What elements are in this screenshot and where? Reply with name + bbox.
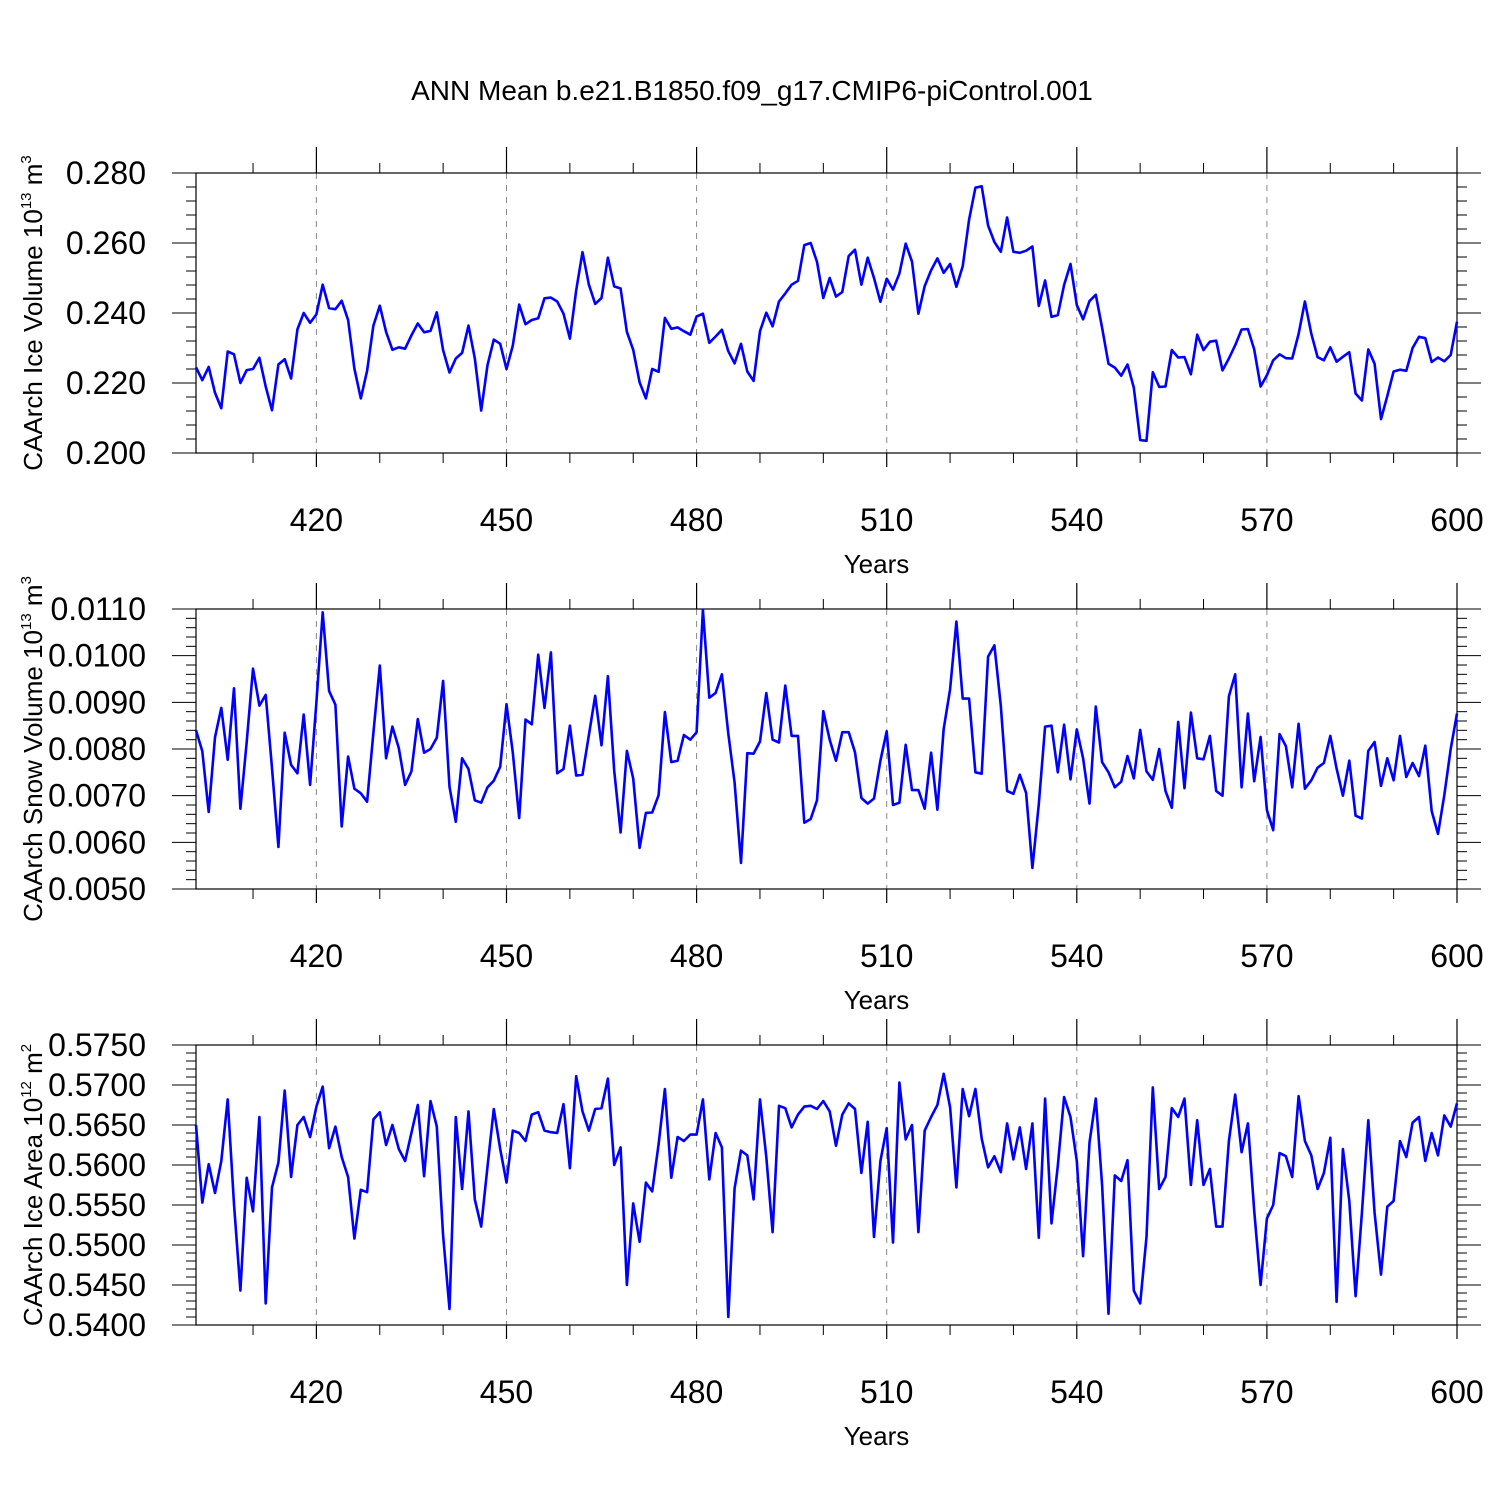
figure-title: ANN Mean b.e21.B1850.f09_g17.CMIP6-piCon… — [411, 75, 1093, 106]
y-tick-label: 0.0070 — [48, 778, 146, 814]
x-tick-label: 600 — [1430, 938, 1483, 974]
y-axis-label-text: CAArch Snow Volume 10 — [18, 630, 48, 922]
y-tick-label: 0.5750 — [48, 1027, 146, 1063]
y-tick-label: 0.0100 — [48, 638, 146, 674]
x-tick-label: 450 — [480, 1374, 533, 1410]
y-tick-label: 0.0080 — [48, 731, 146, 767]
x-tick-label: 570 — [1240, 1374, 1293, 1410]
y-tick-label: 0.5650 — [48, 1107, 146, 1143]
panel-1: 420 450 480 510 540 570 600 0.200 0.220 0.240 0.26… — [18, 147, 1484, 579]
x-tick-label: 540 — [1050, 502, 1103, 538]
x-tick-label: 480 — [670, 502, 723, 538]
y-axis-label-unit-exponent: 3 — [18, 155, 35, 163]
y-axis-label-unit: m — [18, 584, 48, 613]
y-axis-label-unit: m — [18, 164, 48, 193]
x-tick-label: 540 — [1050, 1374, 1103, 1410]
x-axis-label: Years — [844, 985, 910, 1015]
x-tick-label: 480 — [670, 938, 723, 974]
series-line — [194, 1072, 1459, 1319]
y-axis-label: CAArch Snow Volume 1013 m3 — [18, 576, 48, 922]
plot-frame — [195, 172, 1458, 454]
y-axis-label-exponent: 13 — [18, 613, 35, 630]
x-tick-label: 420 — [290, 938, 343, 974]
x-tick-label: 600 — [1430, 1374, 1483, 1410]
y-tick-label: 0.0060 — [48, 824, 146, 860]
y-axis-label-text: CAArch Ice Volume 10 — [18, 209, 48, 471]
y-axis-label-unit: m — [18, 1052, 48, 1081]
y-axis-label-exponent: 12 — [18, 1081, 35, 1098]
y-tick-label: 0.5600 — [48, 1147, 146, 1183]
x-axis-label: Years — [844, 1421, 910, 1451]
y-tick-label: 0.260 — [66, 225, 146, 261]
y-axis-label-unit-exponent: 3 — [18, 576, 35, 584]
x-tick-label: 420 — [290, 502, 343, 538]
plot-frame — [195, 608, 1458, 890]
panels: 420 450 480 510 540 570 600 0.200 0.220 0.240 0.26… — [18, 147, 1484, 1451]
x-tick-label: 480 — [670, 1374, 723, 1410]
x-tick-label: 450 — [480, 938, 533, 974]
y-tick-label: 0.5450 — [48, 1267, 146, 1303]
series-line — [194, 185, 1459, 443]
x-tick-label: 450 — [480, 502, 533, 538]
x-tick-label: 540 — [1050, 938, 1103, 974]
y-tick-label: 0.200 — [66, 435, 146, 471]
y-tick-label: 0.280 — [66, 155, 146, 191]
y-tick-label: 0.5550 — [48, 1187, 146, 1223]
panel-3: 420 450 480 510 540 570 600 0.5400 0.5450 0.5500 0… — [18, 1019, 1484, 1451]
y-tick-label: 0.5400 — [48, 1307, 146, 1343]
y-tick-label: 0.0110 — [51, 591, 147, 627]
panel-2: 420 450 480 510 540 570 600 0.0050 0.0060 0.0070 0… — [18, 576, 1484, 1015]
y-axis-label-exponent: 13 — [18, 192, 35, 209]
x-tick-label: 510 — [860, 502, 913, 538]
x-tick-label: 600 — [1430, 502, 1483, 538]
x-tick-label: 420 — [290, 1374, 343, 1410]
x-tick-label: 510 — [860, 1374, 913, 1410]
y-axis-label-unit-exponent: 2 — [18, 1044, 35, 1052]
x-tick-label: 570 — [1240, 502, 1293, 538]
y-tick-label: 0.220 — [66, 365, 146, 401]
series-line — [194, 608, 1459, 870]
y-axis-label-text: CAArch Ice Area 10 — [18, 1098, 48, 1326]
x-tick-label: 510 — [860, 938, 913, 974]
y-tick-label: 0.0050 — [48, 871, 146, 907]
x-tick-label: 570 — [1240, 938, 1293, 974]
x-axis-label: Years — [844, 549, 910, 579]
plot-frame — [195, 1044, 1458, 1326]
y-axis-label: CAArch Ice Volume 1013 m3 — [18, 155, 48, 471]
y-tick-label: 0.0090 — [48, 684, 146, 720]
y-tick-label: 0.5700 — [48, 1067, 146, 1103]
y-axis-label: CAArch Ice Area 1012 m2 — [18, 1044, 48, 1326]
y-tick-label: 0.240 — [66, 295, 146, 331]
y-tick-label: 0.5500 — [48, 1227, 146, 1263]
